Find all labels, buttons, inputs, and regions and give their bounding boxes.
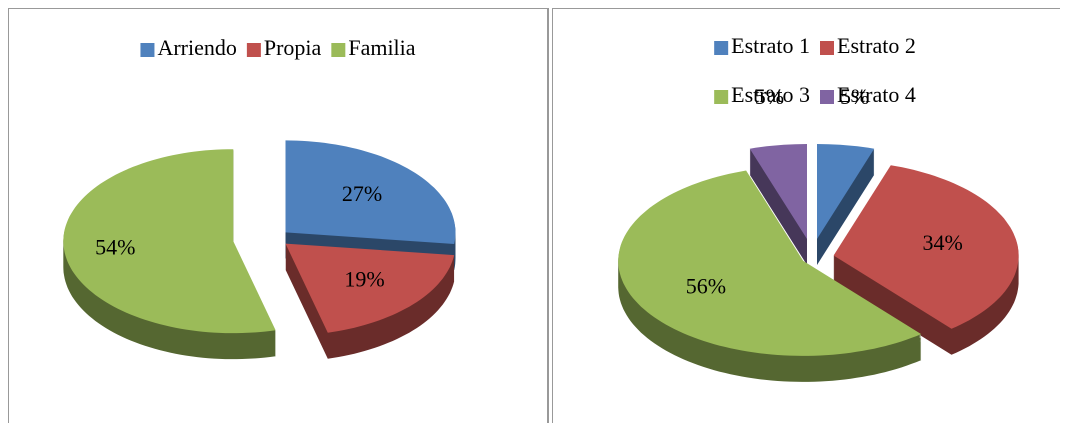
data-label: 19% [344,266,384,291]
legend-label: Estrato 4 [837,82,916,107]
legend-label: Familia [348,35,415,60]
legend-swatch [714,90,729,104]
data-label: 34% [922,230,962,255]
legend-label: Propia [264,35,322,60]
slice [833,165,1019,329]
slice [63,149,276,334]
legend-label: Estrato 3 [731,82,810,107]
legend-label: Estrato 1 [731,33,810,58]
slice [285,243,455,333]
legend-swatch [140,43,155,57]
slice [285,140,456,244]
data-label: 56% [686,273,726,298]
legend-swatch [820,90,834,104]
data-label: 5% [840,84,869,109]
legend-label: Estrato 2 [837,33,916,58]
slice [817,144,875,239]
legend-swatch [331,43,346,57]
slice [618,170,922,356]
data-label: 27% [342,181,382,206]
legend-label: Arriendo [157,35,236,60]
slice [749,144,807,239]
data-label: 5% [755,84,784,109]
data-label: 54% [95,234,135,259]
legend-swatch [714,41,729,55]
legend-swatch [820,41,834,55]
legend-swatch [246,43,261,57]
